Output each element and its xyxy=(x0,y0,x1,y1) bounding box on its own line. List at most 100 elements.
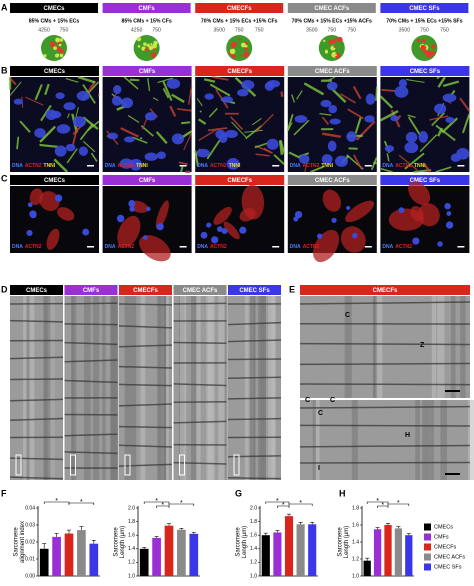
significance-bracket xyxy=(366,501,389,504)
y-axis-label: Length (μm) xyxy=(242,526,248,558)
scale-bar xyxy=(179,246,187,248)
fiber xyxy=(194,150,199,167)
group-header xyxy=(195,175,285,185)
spheroid-spot xyxy=(59,49,64,54)
spheroid-spot xyxy=(150,42,153,45)
fiber xyxy=(9,77,17,86)
panel-letter: G xyxy=(235,488,242,498)
y-tick-label: 1.8 xyxy=(250,519,257,525)
ultrastructure-label: C xyxy=(345,312,350,319)
nucleus xyxy=(128,200,136,207)
fiber xyxy=(370,156,378,171)
significance-label: * xyxy=(276,498,279,505)
z-line xyxy=(118,425,173,429)
myofibril xyxy=(224,296,229,480)
fiber xyxy=(379,109,399,122)
fiber xyxy=(152,97,159,101)
group-header xyxy=(195,3,284,13)
cell-count: 3500 xyxy=(306,27,318,33)
fiber xyxy=(229,116,244,131)
fiber xyxy=(9,81,22,96)
nucleus xyxy=(412,237,420,245)
fiber xyxy=(132,136,148,144)
scale-marker xyxy=(124,454,131,476)
nucleus xyxy=(123,136,135,143)
fiber xyxy=(198,118,207,125)
spheroid-spot xyxy=(58,43,62,47)
stain-name: DNA xyxy=(105,244,116,250)
z-line xyxy=(118,463,173,467)
z-line xyxy=(173,383,227,387)
z-line xyxy=(64,379,118,384)
fiber xyxy=(65,77,79,83)
spheroid-spot xyxy=(240,54,243,57)
y-axis-label: Sarcomere xyxy=(114,527,120,557)
group-header xyxy=(380,3,469,13)
z-line xyxy=(227,455,282,458)
bar xyxy=(384,525,392,576)
ratio: 85% CMs + 15% CFs xyxy=(121,18,171,24)
spheroid-spot xyxy=(136,36,142,42)
y-axis-label: Sarcomere xyxy=(338,527,344,557)
fiber xyxy=(77,75,96,84)
stain-name: ACTN2 xyxy=(395,244,412,250)
scale-bar xyxy=(445,390,460,392)
nucleus xyxy=(221,228,228,235)
bar xyxy=(164,525,174,576)
nucleus xyxy=(321,154,333,165)
spheroid-spot xyxy=(324,49,328,53)
fiber xyxy=(206,139,221,160)
nucleus xyxy=(364,115,375,123)
nucleus xyxy=(446,211,452,216)
z-line xyxy=(118,365,173,369)
fiber xyxy=(187,85,193,105)
nucleus xyxy=(445,116,455,124)
y-tick-label: 1.6 xyxy=(352,522,359,528)
z-line xyxy=(299,342,471,346)
spheroid-spot xyxy=(244,47,248,51)
fiber xyxy=(435,124,456,142)
cell-count: 750 xyxy=(235,27,244,33)
nucleus xyxy=(196,148,210,158)
stain-name: DNA xyxy=(290,163,301,169)
myofibril xyxy=(23,296,30,480)
myofibril xyxy=(258,296,266,480)
z-line xyxy=(118,303,173,306)
spheroid-spot xyxy=(337,36,343,42)
cell xyxy=(388,208,424,231)
myofibril xyxy=(26,296,30,480)
stain-name: DNA xyxy=(290,244,301,250)
y-tick-label: 0.02 xyxy=(25,539,35,545)
group-header xyxy=(287,3,376,13)
nucleus xyxy=(34,128,46,138)
cell xyxy=(39,191,60,212)
group-header xyxy=(102,3,191,13)
nucleus xyxy=(76,90,90,101)
fiber xyxy=(437,76,446,88)
fiber xyxy=(273,154,285,165)
fiber xyxy=(436,76,440,80)
legend-label: CMEC ACFs xyxy=(434,554,465,560)
group-header xyxy=(64,285,118,295)
spheroid-spot xyxy=(54,53,59,58)
nucleus xyxy=(326,81,338,91)
spheroid-spot xyxy=(230,41,237,48)
bar xyxy=(52,536,61,576)
fiber xyxy=(67,113,70,119)
z-line xyxy=(64,359,118,363)
fiber xyxy=(354,116,362,134)
panel-letter: C xyxy=(1,173,8,183)
stain-label: DNA ACTN2 TNNI xyxy=(290,163,334,169)
group-header-label: CMFs xyxy=(138,6,155,12)
stain-name: ACTN2 xyxy=(303,244,320,250)
y-tick-label: 1.2 xyxy=(352,556,359,562)
group-header-label: CMECFs xyxy=(227,178,252,184)
myofibril xyxy=(165,296,169,480)
fiber xyxy=(196,98,203,107)
group-header-label: CMEC ACFs xyxy=(315,69,350,75)
spheroid-spot xyxy=(333,45,336,48)
micrograph xyxy=(195,186,285,253)
spheroid-spot xyxy=(323,39,326,43)
nucleus xyxy=(352,232,358,239)
nucleus xyxy=(120,97,134,109)
